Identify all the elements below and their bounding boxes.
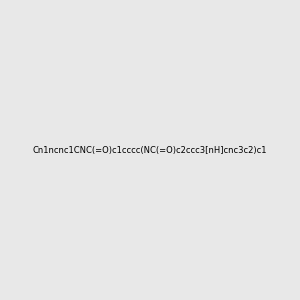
Text: Cn1ncnc1CNC(=O)c1cccc(NC(=O)c2ccc3[nH]cnc3c2)c1: Cn1ncnc1CNC(=O)c1cccc(NC(=O)c2ccc3[nH]cn… (33, 146, 267, 154)
